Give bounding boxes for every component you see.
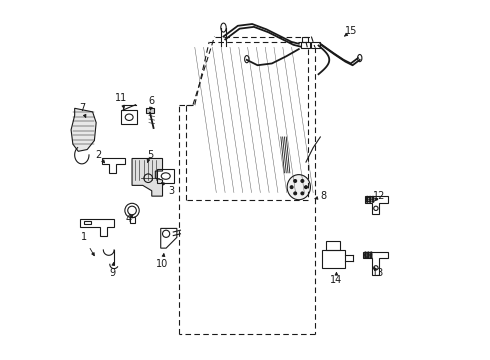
Text: 8: 8 — [321, 191, 327, 201]
Circle shape — [369, 199, 371, 200]
Bar — [130, 217, 135, 224]
Circle shape — [304, 186, 307, 189]
Text: 11: 11 — [115, 93, 127, 103]
Bar — [300, 42, 310, 48]
Circle shape — [372, 201, 374, 202]
Circle shape — [367, 197, 368, 198]
Text: 7: 7 — [79, 103, 85, 113]
Circle shape — [367, 199, 368, 200]
Circle shape — [370, 256, 372, 258]
Text: 5: 5 — [147, 150, 153, 160]
Text: 1: 1 — [80, 232, 87, 242]
Bar — [84, 221, 91, 224]
Circle shape — [369, 201, 371, 202]
Circle shape — [365, 252, 366, 253]
Text: 3: 3 — [169, 186, 174, 196]
Circle shape — [365, 256, 366, 258]
Circle shape — [370, 254, 372, 256]
Circle shape — [290, 186, 293, 189]
Circle shape — [301, 180, 304, 183]
Bar — [157, 169, 174, 183]
Circle shape — [368, 256, 369, 258]
Circle shape — [367, 201, 368, 202]
Bar — [322, 250, 345, 268]
Circle shape — [368, 252, 369, 253]
Text: 4: 4 — [125, 215, 131, 224]
Text: 10: 10 — [156, 259, 169, 269]
Text: 14: 14 — [330, 275, 343, 285]
Polygon shape — [147, 108, 153, 113]
Text: 2: 2 — [95, 150, 101, 160]
Text: 15: 15 — [344, 26, 357, 36]
Circle shape — [301, 192, 304, 195]
Circle shape — [372, 199, 374, 200]
Bar — [302, 37, 308, 42]
Circle shape — [368, 254, 369, 256]
Text: 12: 12 — [373, 191, 386, 201]
Circle shape — [370, 252, 372, 253]
Circle shape — [369, 197, 371, 198]
Ellipse shape — [287, 175, 311, 200]
Circle shape — [294, 180, 296, 183]
Circle shape — [294, 192, 296, 195]
Polygon shape — [132, 158, 163, 196]
Circle shape — [372, 197, 374, 198]
Bar — [326, 241, 340, 250]
Text: 13: 13 — [371, 268, 384, 278]
Text: 9: 9 — [109, 268, 115, 278]
Polygon shape — [71, 108, 96, 151]
Bar — [311, 42, 319, 48]
Bar — [122, 110, 137, 125]
Text: 6: 6 — [148, 96, 155, 106]
Circle shape — [365, 254, 366, 256]
